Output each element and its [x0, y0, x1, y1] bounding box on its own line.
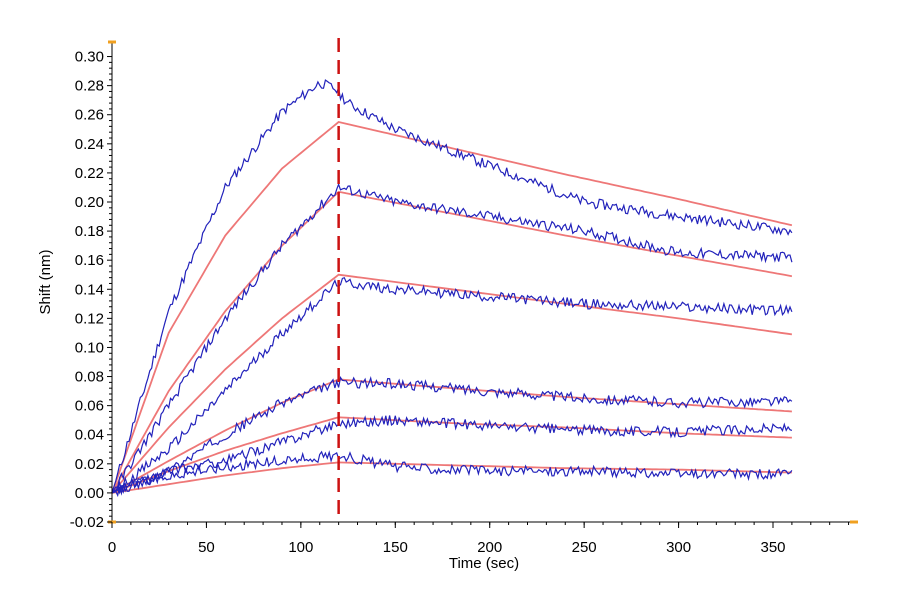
- y-tick-label: 0.08: [75, 369, 104, 386]
- measured-trace-10: [111, 414, 793, 498]
- x-tick-label: 350: [760, 539, 785, 556]
- y-tick-label: 0.00: [75, 485, 104, 502]
- x-tick-label: 50: [198, 539, 215, 556]
- y-tick-label: 0.30: [75, 49, 104, 66]
- measured-trace-6: [111, 79, 793, 494]
- y-tick-label: 0.06: [75, 398, 104, 415]
- fit-curve-0: [111, 121, 793, 494]
- y-tick-label: 0.04: [75, 427, 104, 444]
- x-tick-label: 100: [288, 539, 313, 556]
- x-tick-label: 0: [108, 539, 116, 556]
- y-tick-label: 0.28: [75, 78, 104, 95]
- y-tick-label: 0.24: [75, 136, 104, 153]
- fit-curve-4: [111, 416, 792, 494]
- fit-curve-2: [111, 273, 793, 494]
- measured-trace-8: [111, 276, 793, 494]
- measured-trace-9: [111, 375, 793, 494]
- y-axis-title: Shift (nm): [37, 249, 54, 314]
- tick-layer: -0.02 0.00 0.02 0.04 0.06 0.08 0.10 0.12 0.14 0.1…: [70, 49, 850, 556]
- y-tick-label: 0.22: [75, 165, 104, 182]
- x-tick-label: 150: [383, 539, 408, 556]
- x-tick-label: 200: [477, 539, 502, 556]
- y-tick-label: 0.14: [75, 281, 104, 298]
- fit-curve-1: [111, 190, 793, 494]
- measured-trace-11: [111, 450, 793, 495]
- x-axis-title: Time (sec): [449, 555, 519, 572]
- y-tick-label: 0.20: [75, 194, 104, 211]
- y-tick-label: 0.18: [75, 223, 104, 240]
- y-tick-label: 0.26: [75, 107, 104, 124]
- x-tick-label: 250: [572, 539, 597, 556]
- x-tick-label: 300: [666, 539, 691, 556]
- y-tick-label: 0.16: [75, 252, 104, 269]
- y-tick-label: 0.12: [75, 310, 104, 327]
- y-tick-label: -0.02: [70, 514, 104, 531]
- measured-trace-7: [111, 182, 793, 494]
- axis-layer: [108, 40, 858, 524]
- y-tick-label: 0.10: [75, 339, 104, 356]
- series-layer: [111, 79, 793, 498]
- y-tick-label: 0.02: [75, 456, 104, 473]
